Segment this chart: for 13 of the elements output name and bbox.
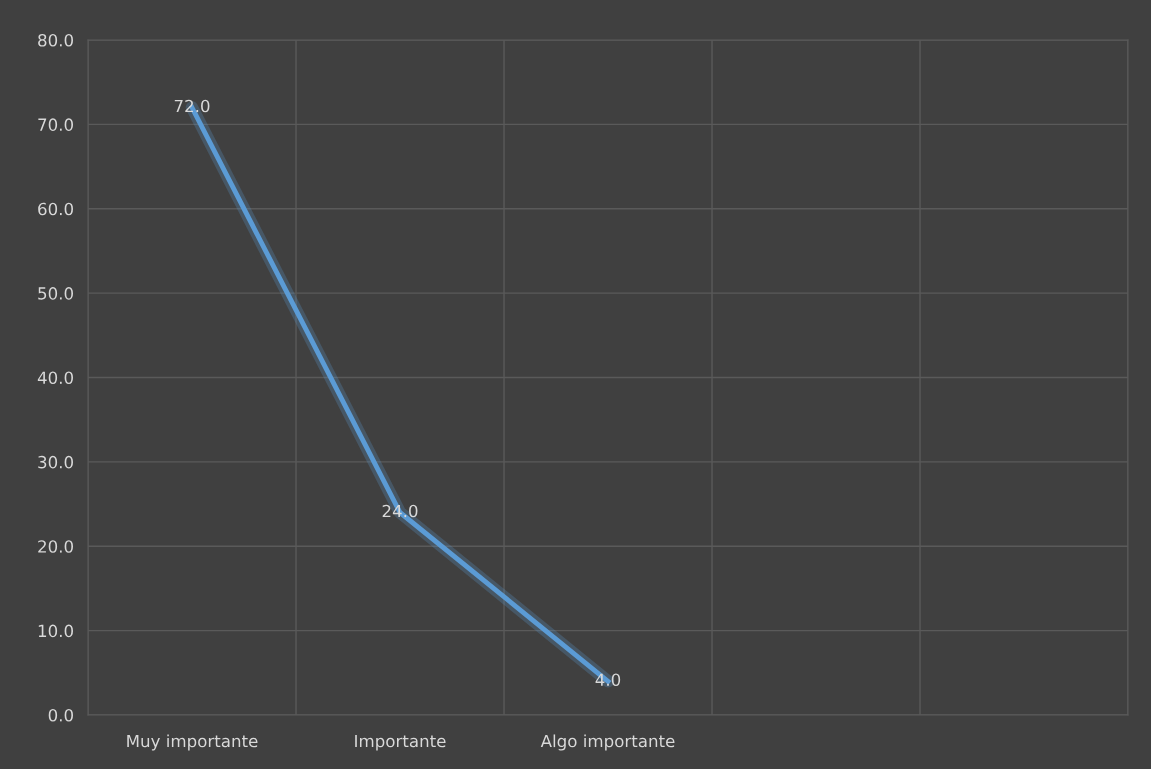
y-tick-label: 80.0 bbox=[38, 33, 73, 47]
y-tick-label: 20.0 bbox=[38, 540, 73, 553]
data-label: 72.0 bbox=[174, 99, 210, 113]
y-tick-label: 30.0 bbox=[38, 455, 73, 469]
y-tick-label: 40.0 bbox=[37, 371, 73, 385]
y-tick-label: 60.0 bbox=[38, 202, 73, 216]
y-tick-label: 70.0 bbox=[38, 118, 73, 131]
x-tick-label: Muy importante bbox=[127, 734, 258, 751]
y-tick-label: 10.0 bbox=[38, 624, 73, 638]
x-tick-label: Importante bbox=[355, 734, 446, 751]
x-tick-label: Algo importante bbox=[540, 734, 675, 751]
y-tick-label: 0.0 bbox=[48, 708, 74, 722]
y-tick-label: 50.0 bbox=[38, 287, 73, 300]
